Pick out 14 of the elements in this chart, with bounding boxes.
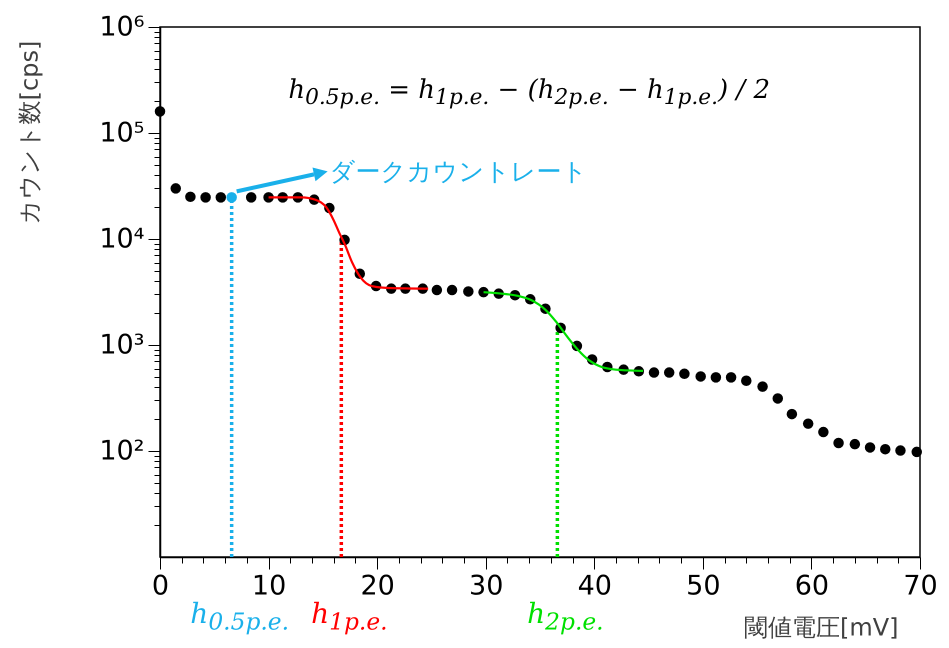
- x-axis-title: 閾値電圧[mV]: [744, 614, 898, 642]
- x-tick-label: 60: [794, 570, 830, 602]
- y-tick-label: 10⁵: [99, 118, 144, 148]
- text: h$_{0.5p.e.}$ = h$_{1p.e.}$ − (h$_{2p.e.}$ − h$_{1p.e.}$) / 2: [288, 75, 770, 110]
- x-tick-label: 50: [686, 570, 721, 602]
- x-tick-label: 70: [903, 570, 938, 602]
- annotation: ダークカウントレート: [330, 156, 588, 188]
- x-tick-label: 0: [152, 570, 170, 602]
- y-tick-label: 10²: [99, 436, 144, 466]
- x-tick-label: 30: [469, 570, 504, 602]
- y-tick-label: 10⁶: [99, 12, 144, 42]
- y-tick-label: 10³: [99, 330, 144, 360]
- y-axis-title: カウント数[cps]: [16, 40, 44, 224]
- y-tick-label: 10⁴: [99, 224, 144, 254]
